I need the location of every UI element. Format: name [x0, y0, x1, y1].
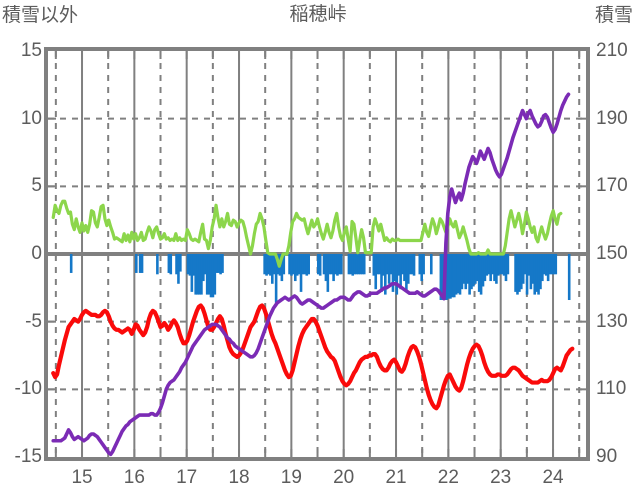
- x-tick: 19: [280, 467, 302, 488]
- x-tick: 21: [385, 467, 407, 488]
- y-tick-left: -5: [25, 310, 42, 332]
- y-tick-right: 210: [596, 40, 628, 61]
- left-axis-title: 積雪以外: [2, 5, 79, 26]
- y-tick-left: 10: [20, 107, 42, 129]
- x-tick: 20: [333, 467, 355, 488]
- x-tick: 18: [228, 467, 250, 488]
- plot-area: [44, 47, 590, 461]
- x-tick: 17: [176, 467, 198, 488]
- y-tick-left: -10: [14, 378, 42, 400]
- y-tick-right: 190: [596, 107, 628, 129]
- y-tick-right: 130: [596, 310, 628, 332]
- x-tick: 15: [71, 467, 93, 488]
- y-tick-left: 15: [20, 40, 42, 61]
- chart-title: 稲穂峠: [289, 4, 347, 25]
- y-tick-right: 150: [596, 243, 628, 264]
- y-tick-left: 5: [31, 175, 42, 197]
- x-tick: 16: [123, 467, 145, 488]
- x-tick: 23: [490, 467, 512, 488]
- y-tick-right: 170: [596, 175, 628, 197]
- plot-canvas: [48, 51, 586, 457]
- y-tick-left: -15: [14, 446, 42, 467]
- y-tick-left: 0: [31, 243, 42, 264]
- y-tick-right: 90: [596, 446, 618, 467]
- y-tick-right: 110: [596, 378, 627, 400]
- x-tick: 22: [437, 467, 459, 488]
- data-series-layer: [51, 92, 575, 457]
- x-tick: 24: [542, 467, 564, 488]
- right-axis-title: 積雪: [594, 5, 633, 26]
